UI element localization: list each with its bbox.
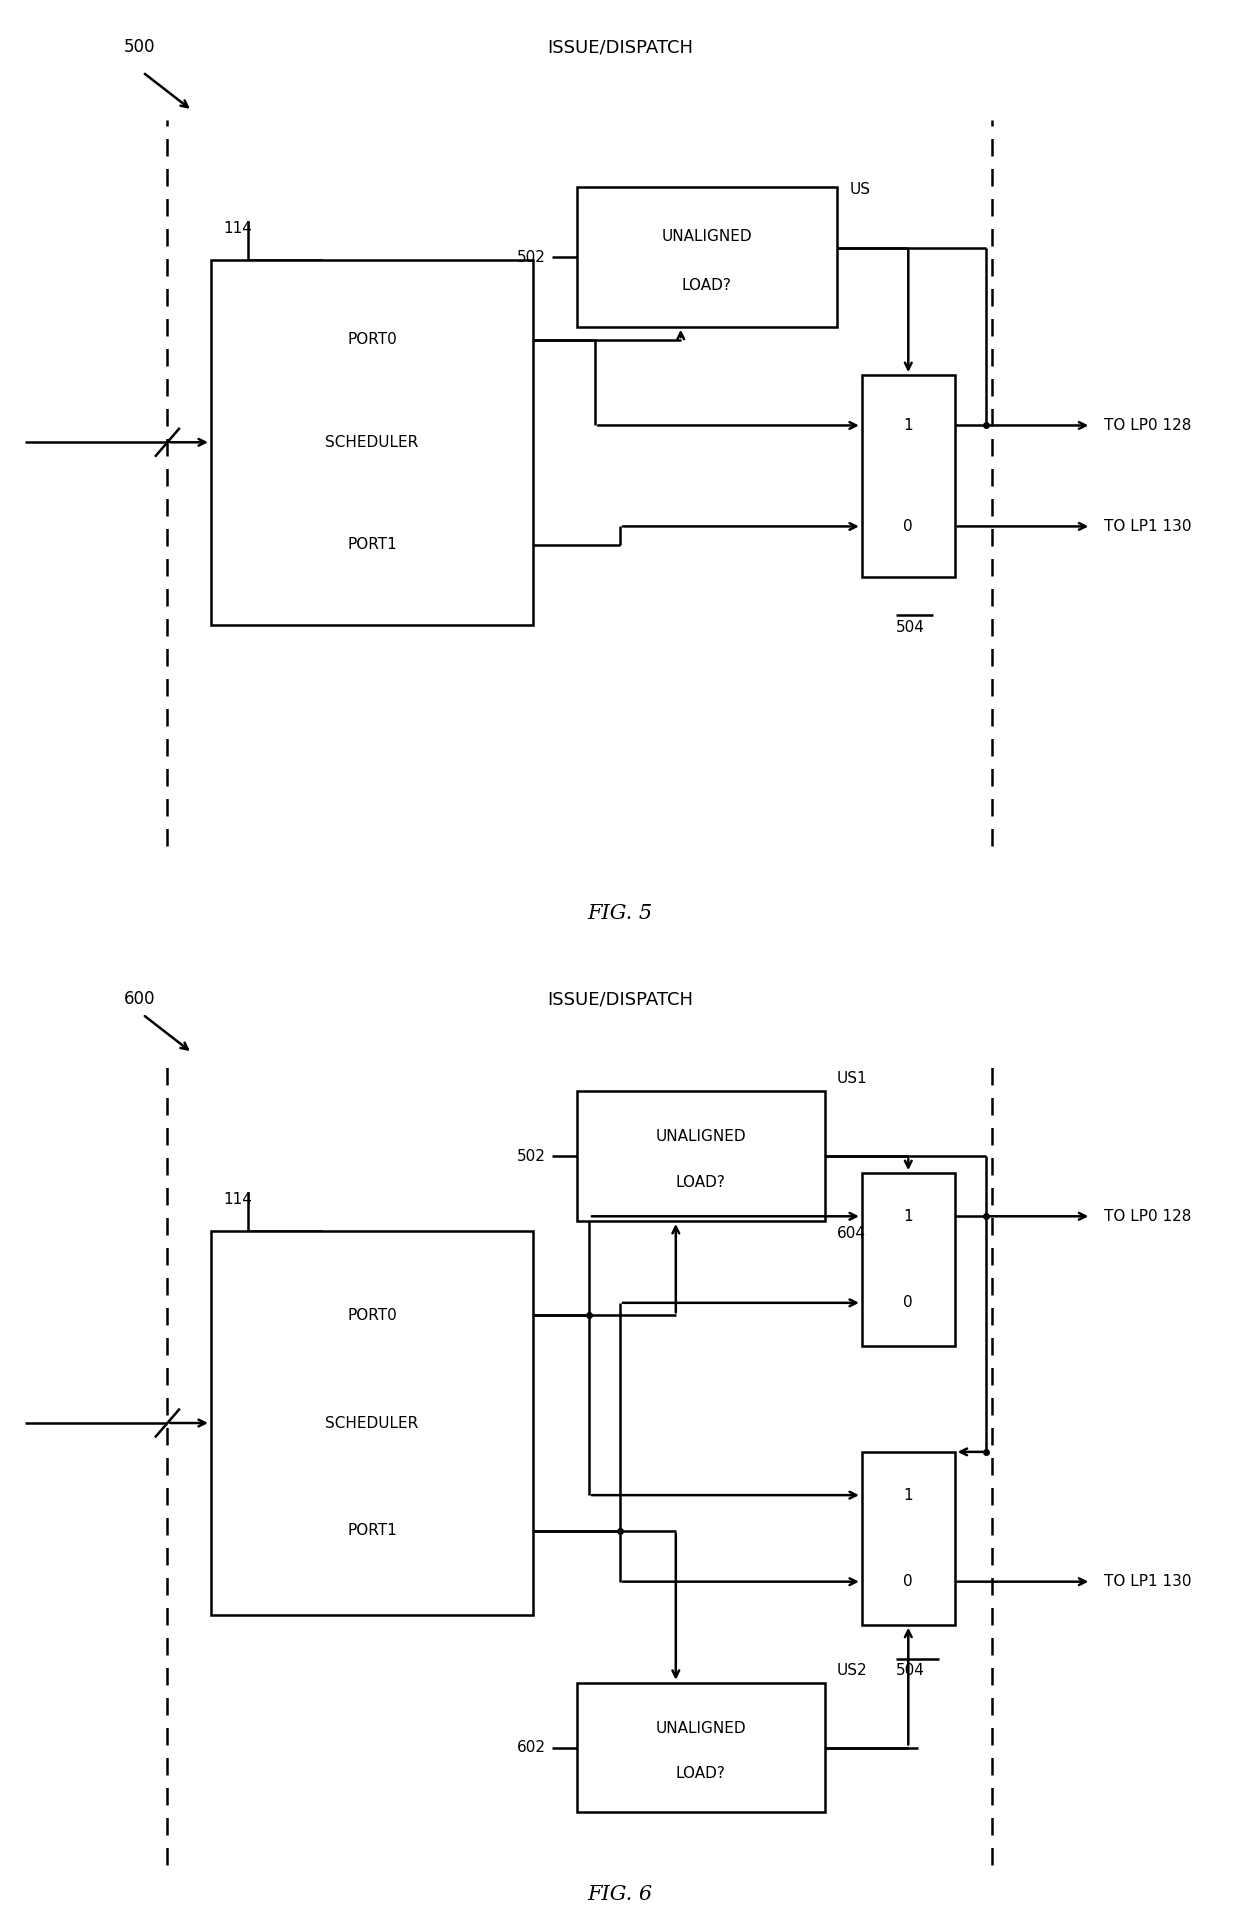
Text: US1: US1 [837, 1071, 868, 1086]
Text: SCHEDULER: SCHEDULER [325, 1415, 419, 1431]
Text: 502: 502 [517, 250, 546, 265]
Text: 504: 504 [895, 1663, 925, 1679]
Bar [577, 1683, 825, 1811]
Text: FIG. 5: FIG. 5 [588, 904, 652, 923]
Bar [577, 187, 837, 327]
Text: ISSUE/DISPATCH: ISSUE/DISPATCH [547, 990, 693, 1008]
Text: ISSUE/DISPATCH: ISSUE/DISPATCH [547, 38, 693, 56]
Text: PORT0: PORT0 [347, 1308, 397, 1323]
Text: SCHEDULER: SCHEDULER [325, 435, 419, 450]
Text: TO LP1 130: TO LP1 130 [1104, 1575, 1192, 1588]
Text: 114: 114 [223, 221, 252, 237]
Text: 0: 0 [904, 519, 913, 535]
Text: 0: 0 [904, 1296, 913, 1310]
Text: US: US [849, 183, 870, 196]
Bar [577, 1090, 825, 1221]
Bar [862, 1173, 955, 1346]
Bar [211, 1231, 533, 1615]
Text: LOAD?: LOAD? [676, 1765, 725, 1781]
Text: 0: 0 [904, 1575, 913, 1588]
Text: UNALIGNED: UNALIGNED [661, 229, 753, 244]
Text: LOAD?: LOAD? [676, 1175, 725, 1190]
Text: US2: US2 [837, 1663, 868, 1677]
Text: 502: 502 [517, 1148, 546, 1163]
Text: LOAD?: LOAD? [682, 277, 732, 292]
Text: FIG. 6: FIG. 6 [588, 1885, 652, 1904]
Text: UNALIGNED: UNALIGNED [655, 1129, 746, 1144]
Text: 1: 1 [904, 1488, 913, 1502]
Bar [862, 1452, 955, 1625]
Text: TO LP0 128: TO LP0 128 [1104, 1210, 1190, 1223]
Text: 504: 504 [895, 619, 925, 635]
Text: 604: 604 [837, 1227, 866, 1240]
Text: PORT1: PORT1 [347, 537, 397, 552]
Text: UNALIGNED: UNALIGNED [655, 1721, 746, 1736]
Text: PORT0: PORT0 [347, 333, 397, 348]
Text: PORT1: PORT1 [347, 1523, 397, 1538]
Text: 1: 1 [904, 1210, 913, 1223]
Text: 500: 500 [124, 38, 155, 56]
Text: TO LP0 128: TO LP0 128 [1104, 417, 1190, 433]
Text: TO LP1 130: TO LP1 130 [1104, 519, 1192, 535]
Text: 1: 1 [904, 417, 913, 433]
Text: 600: 600 [124, 990, 155, 1008]
Text: 602: 602 [517, 1740, 546, 1756]
Bar [211, 260, 533, 625]
Text: 114: 114 [223, 1192, 252, 1208]
Bar [862, 375, 955, 577]
